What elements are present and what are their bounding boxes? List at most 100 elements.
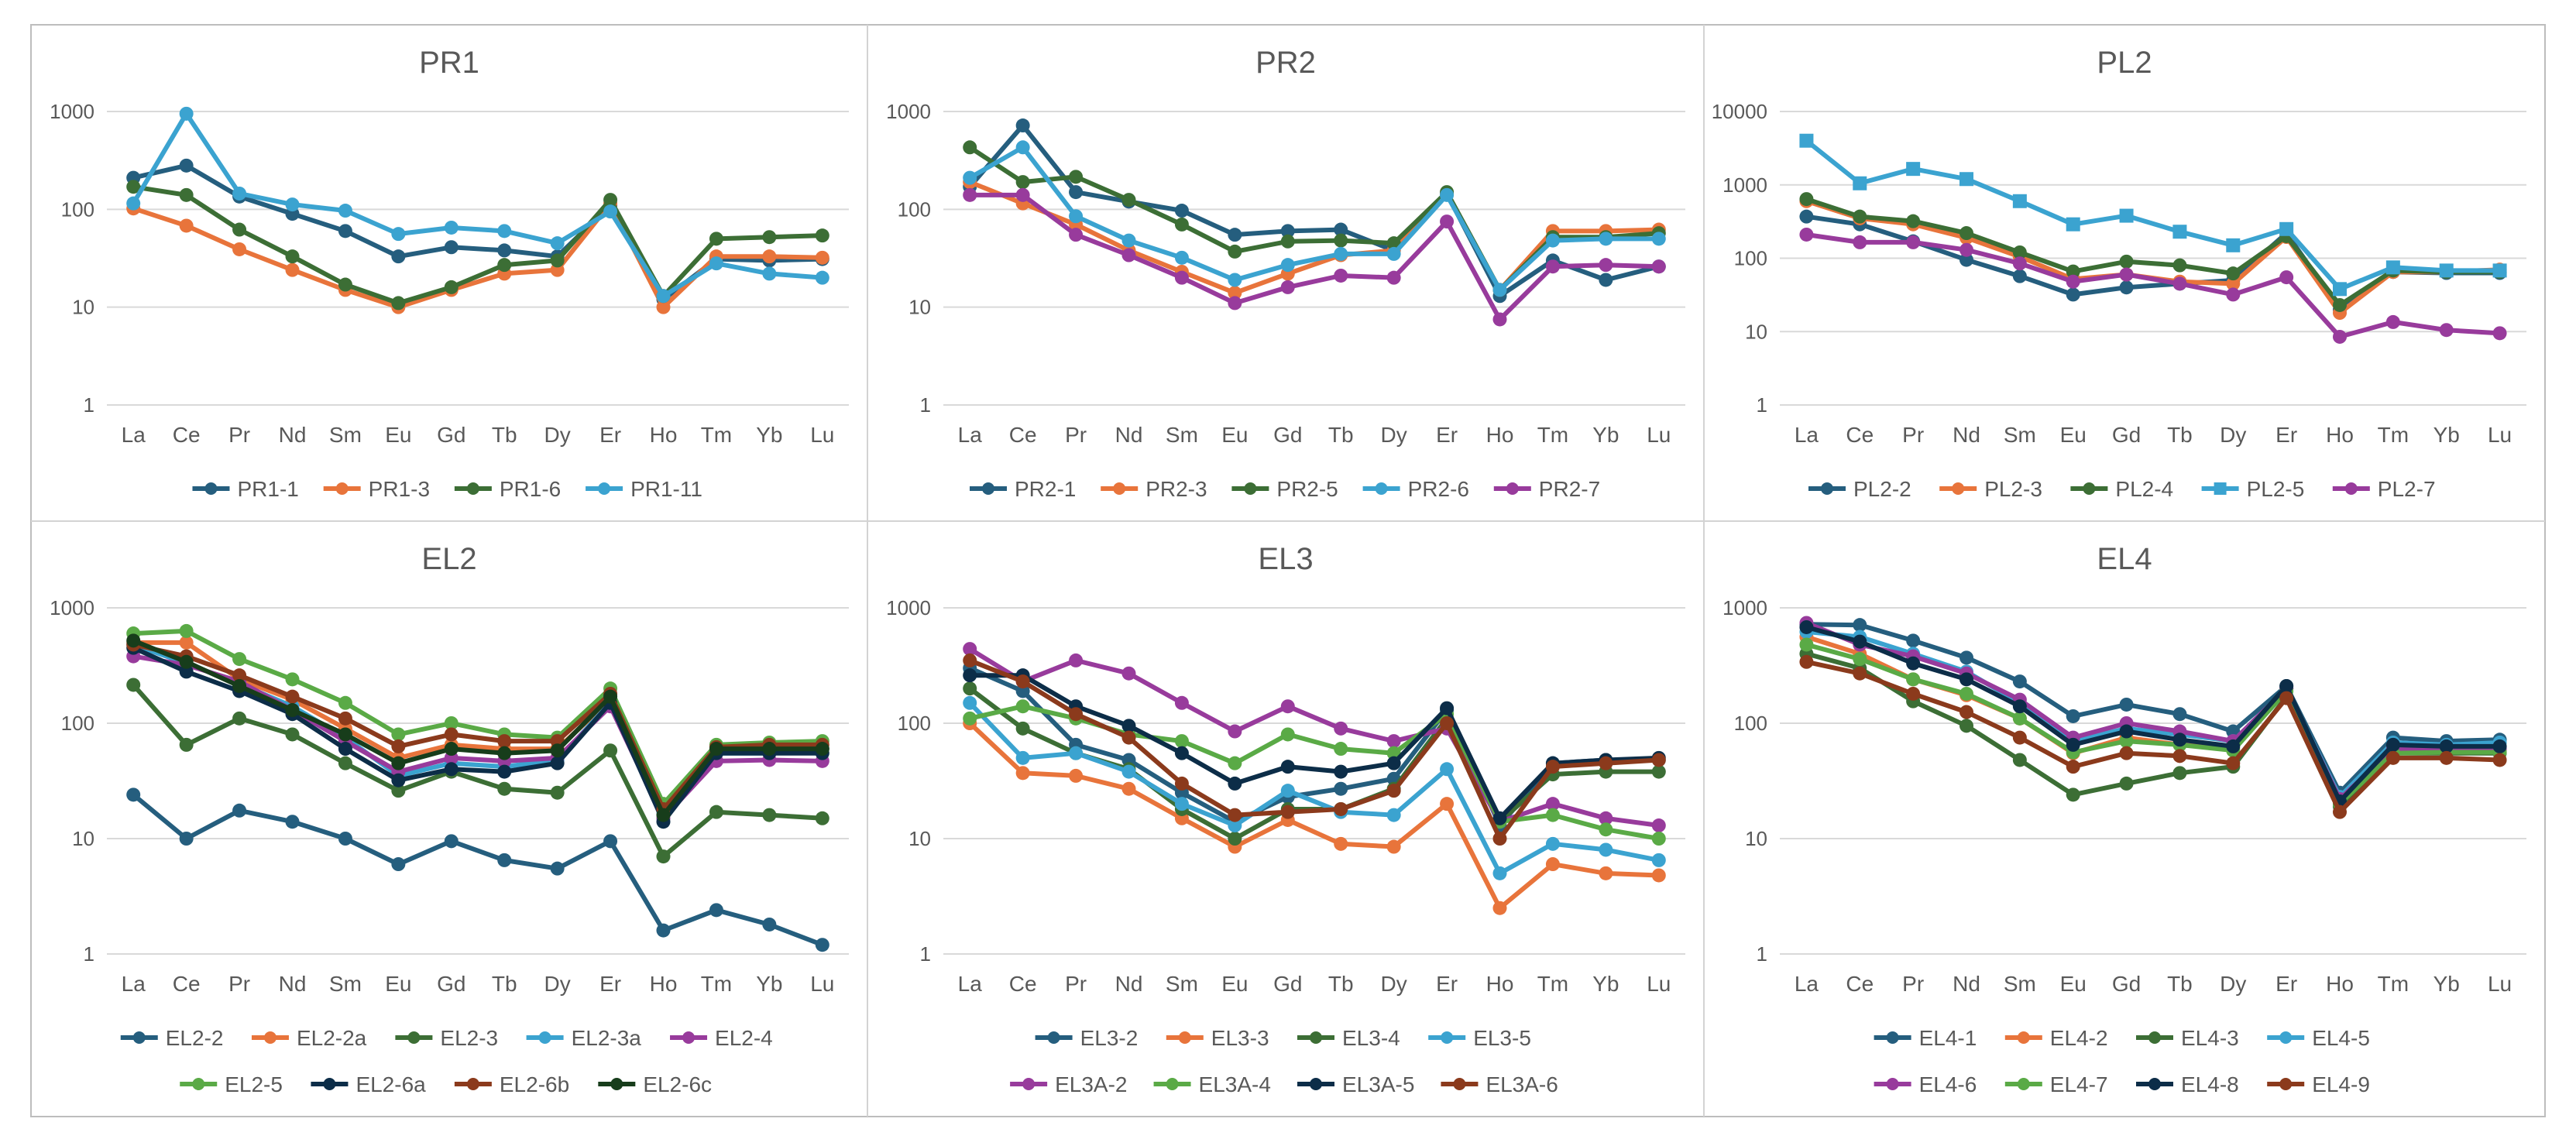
series-el3a-6-point [1121, 730, 1136, 745]
chart-pl2: PL2 1 10 100 1000 10000 La Ce Pr Nd Sm Eu Gd Tb Dy Er Ho… [1712, 46, 2526, 501]
legend-item-el2-5-label: EL2-5 [225, 1072, 283, 1096]
series-el3-5-point [1545, 836, 1560, 851]
x-tick-label-tm: Tm [701, 423, 732, 447]
x-tick-label-sm: Sm [1166, 972, 1198, 996]
series-pl2-2-point [2066, 287, 2080, 302]
series-el4-9-point [2439, 750, 2454, 765]
legend-item-el3a-6-label: EL3A-6 [1485, 1072, 1558, 1096]
series-el2-3-point [550, 785, 565, 800]
x-tick-label-eu: Eu [385, 423, 411, 447]
series-el3a-6 [963, 653, 1666, 846]
legend-item-el2-2a-swatch-marker [263, 1031, 276, 1044]
x-tick-label-gd: Gd [1273, 972, 1302, 996]
series-el4-9-point [2226, 756, 2241, 770]
series-pr1-11-point [444, 220, 459, 235]
series-el3-5-point [1228, 818, 1242, 833]
y-tick-label: 100 [898, 712, 931, 735]
x-tick-label-gd: Gd [437, 423, 465, 447]
series-pr2-7-point [1280, 280, 1295, 294]
x-tick-label-ho: Ho [2326, 423, 2354, 447]
x-tick-label-la: La [122, 972, 146, 996]
legend-item-pl2-7-label: PL2-7 [2378, 477, 2436, 501]
x-tick-label-gd: Gd [2112, 423, 2141, 447]
series-pl2-4-line [1805, 197, 2500, 307]
legend-item-el2-2a-label: EL2-2a [297, 1026, 367, 1050]
series-pl2-4-point [2066, 264, 2080, 279]
y-tick-label: 10000 [1712, 100, 1767, 123]
series-el3a-6-point [1599, 756, 1613, 770]
x-tick-label-pr: Pr [1065, 972, 1087, 996]
series-el3-5-point [1121, 764, 1136, 779]
series-el3-4-point [1651, 764, 1666, 779]
series-el2-2-point [285, 815, 300, 829]
series-el3a-5-point [1121, 719, 1136, 733]
series-el4-8-point [1959, 672, 1973, 687]
x-tick-label-tm: Tm [1537, 423, 1568, 447]
y-tick-label: 1 [84, 393, 94, 417]
series-el4-8-point [2066, 737, 2080, 752]
chart-pr1: PR1 1 10 100 1000 La Ce Pr Nd Sm Eu Gd Tb Dy Er Ho Tm Yb L… [50, 46, 849, 501]
series-el3a-2-point [1545, 797, 1560, 811]
series-pr2-6-point [1334, 246, 1348, 261]
series-el3a-4-point [1015, 699, 1030, 714]
series-el2-6a-point [497, 764, 512, 779]
series-pr1-11 [126, 106, 829, 304]
series-pr2-6-point [1545, 233, 1560, 248]
x-tick-label-yb: Yb [1592, 972, 1619, 996]
x-tick-label-eu: Eu [1221, 972, 1248, 996]
x-tick-label-la: La [958, 423, 983, 447]
series-el2-6c-point [603, 689, 618, 704]
series-pr1-3-point [179, 218, 194, 233]
series-pr1-11-point [179, 106, 194, 121]
series-el4-3-point [2119, 776, 2134, 791]
series-pl2-5-point [2385, 260, 2400, 275]
y-tick-label: 1 [1757, 393, 1767, 417]
legend-item-el4-5-swatch-marker [2279, 1031, 2293, 1044]
chart-title: PR1 [419, 46, 479, 80]
legend-item-pl2-2-swatch-marker [1821, 482, 1833, 495]
legend-item-pl2-5: PL2-5 [2201, 477, 2304, 501]
series-el3-3-point [1069, 768, 1084, 783]
series-el2-5-point [285, 672, 300, 687]
series-el4-1-point [2066, 709, 2080, 723]
series-pl2-7-point [2012, 256, 2027, 271]
x-tick-label-lu: Lu [810, 423, 834, 447]
chart-title: PR2 [1255, 46, 1316, 80]
series-el4-9-point [1853, 666, 1867, 681]
legend-item-pr2-7: PR2-7 [1493, 477, 1600, 501]
series-pr2-1-point [1015, 118, 1030, 133]
series-el2-6b-point [444, 727, 459, 742]
y-tick-label: 10 [908, 827, 931, 850]
series-pr2-7-point [1334, 268, 1348, 283]
series-pr1-6-point [232, 222, 247, 237]
chart-el3: EL3 1 10 100 1000 La Ce Pr Nd Sm Eu Gd Tb Dy Er Ho Tm Yb L… [886, 542, 1685, 1096]
x-tick-label-lu: Lu [1647, 423, 1671, 447]
x-tick-label-er: Er [599, 972, 621, 996]
legend-item-el4-6: EL4-6 [1874, 1072, 1977, 1096]
series-el4-8-point [1853, 634, 1867, 649]
series-el3a-6-point [1228, 808, 1242, 822]
y-tick-label: 1000 [50, 596, 94, 619]
series-el3a-2-point [1069, 653, 1084, 667]
series-pr2-6-point [1651, 232, 1666, 246]
series-el3a-4-point [1228, 756, 1242, 770]
series-el2-6a-point [338, 742, 352, 757]
series-el2-6a-point [179, 664, 194, 679]
series-pl2-7 [1799, 227, 2507, 344]
legend-item-pr2-6-swatch-marker [1375, 482, 1388, 495]
legend-item-pr1-6: PR1-6 [454, 477, 561, 501]
series-pl2-7-point [2226, 287, 2241, 302]
series-el3a-6-point [1334, 801, 1348, 816]
series-pl2-7-point [1799, 227, 1814, 242]
series-pl2-4-point [2172, 258, 2187, 273]
chart-el4: EL4 1 10 100 1000 La Ce Pr Nd Sm Eu Gd Tb Dy Er Ho Tm Yb L… [1722, 542, 2526, 1096]
legend-item-el2-3a-swatch-marker [538, 1031, 551, 1044]
legend-item-el3-5-label: EL3-5 [1473, 1026, 1531, 1050]
series-el2-6c-point [497, 746, 512, 760]
series-el2-5-point [338, 695, 352, 710]
series-pr2-7-point [1545, 259, 1560, 274]
series-pl2-7-point [2279, 270, 2294, 285]
series-el4-9-point [1906, 686, 1921, 701]
legend: EL2-2 EL2-2a EL2-3 EL2-3a EL2-4 EL2-5 EL2-6a EL… [120, 1026, 773, 1096]
series-el3a-4-point [1545, 808, 1560, 822]
